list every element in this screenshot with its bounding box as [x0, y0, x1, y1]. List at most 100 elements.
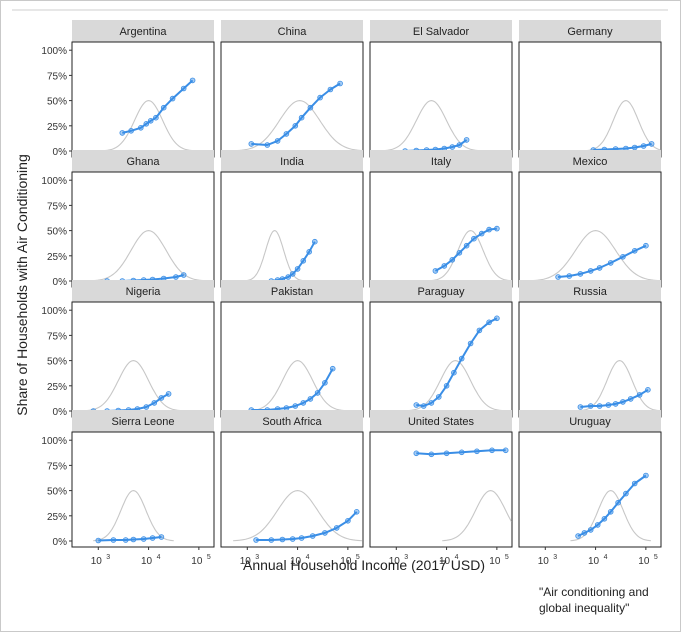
- data-point-uruguay: [623, 490, 629, 497]
- data-point-india: [294, 266, 301, 272]
- data-point-sierra-leone: [158, 534, 165, 540]
- data-point-el-salvador: [463, 137, 470, 143]
- data-point-italy: [449, 256, 456, 263]
- data-point-pakistan: [283, 405, 290, 411]
- data-point-argentina: [169, 95, 176, 102]
- data-point-china: [248, 141, 255, 147]
- data-point-united-states: [443, 450, 450, 457]
- data-point-italy: [441, 263, 448, 269]
- data-point-argentina: [143, 121, 150, 127]
- series-line-italy: [434, 227, 498, 272]
- x-tick-label: 10: [91, 556, 103, 567]
- data-point-sierra-leone: [95, 537, 102, 544]
- data-point-mexico: [607, 260, 614, 266]
- data-point-uruguay: [594, 522, 601, 528]
- data-point-south-africa: [333, 525, 340, 531]
- series-line-russia: [580, 388, 649, 408]
- density-curve-uruguay: [570, 490, 651, 542]
- x-tick-label: 10: [290, 556, 302, 567]
- y-tick-label: 100%: [41, 46, 67, 57]
- data-point-russia: [620, 399, 626, 405]
- y-tick-label: 75%: [47, 461, 67, 472]
- series-line-south-africa: [256, 511, 358, 541]
- x-tick-label: 10: [439, 556, 451, 567]
- data-point-argentina: [180, 85, 187, 92]
- data-point-paraguay: [458, 355, 465, 362]
- facet-title-russia: Russia: [573, 286, 608, 298]
- data-point-germany: [648, 141, 655, 147]
- data-point-nigeria: [158, 395, 165, 401]
- y-tick-label: 75%: [47, 201, 67, 212]
- density-curve-pakistan: [249, 360, 346, 412]
- data-point-india: [289, 271, 296, 277]
- facet-strip-germany: [519, 20, 661, 42]
- facet-title-italy: Italy: [431, 156, 452, 168]
- data-point-nigeria: [143, 404, 150, 410]
- y-tick-label: 100%: [41, 436, 67, 447]
- data-point-paraguay: [428, 400, 435, 406]
- data-point-united-states: [428, 451, 435, 458]
- data-point-uruguay: [575, 533, 581, 539]
- density-curve-mexico: [531, 230, 660, 282]
- x-tick-label: 10: [389, 556, 401, 567]
- data-point-germany: [631, 144, 638, 151]
- y-tick-label: 0%: [53, 537, 68, 548]
- x-tick-exponent: 3: [106, 554, 110, 561]
- data-point-russia: [596, 403, 603, 409]
- facet-title-el-salvador: El Salvador: [413, 26, 470, 38]
- x-tick-label: 10: [240, 556, 252, 567]
- facet-title-nigeria: Nigeria: [126, 286, 162, 298]
- data-point-sierra-leone: [122, 537, 129, 543]
- facet-title-paraguay: Paraguay: [417, 286, 465, 298]
- y-tick-label: 25%: [47, 252, 67, 263]
- y-tick-label: 25%: [47, 512, 67, 523]
- data-point-italy: [478, 230, 485, 237]
- facet-panel-nigeria: [71, 301, 215, 418]
- y-tick-label: 50%: [47, 487, 67, 498]
- density-curve-china: [235, 100, 362, 152]
- data-point-russia: [577, 404, 584, 410]
- density-curve-argentina: [103, 100, 194, 152]
- x-tick-exponent: 3: [404, 554, 408, 561]
- x-tick-label: 10: [538, 556, 550, 567]
- x-tick-exponent: 5: [505, 554, 509, 561]
- data-point-mexico: [620, 253, 626, 260]
- data-point-sierra-leone: [140, 536, 147, 542]
- series-line-germany: [593, 142, 652, 151]
- facet-title-south-africa: South Africa: [262, 416, 322, 428]
- data-point-china: [292, 123, 299, 129]
- y-axis-title: Share of Households with Air Conditionin…: [14, 154, 30, 416]
- data-point-mexico: [631, 248, 638, 254]
- facet-panel-russia: [518, 301, 662, 418]
- data-point-argentina: [128, 128, 134, 134]
- facet-title-germany: Germany: [567, 26, 613, 38]
- data-point-china: [264, 142, 271, 148]
- y-tick-label: 50%: [47, 227, 67, 238]
- data-point-united-states: [474, 448, 480, 455]
- data-point-united-states: [458, 449, 465, 456]
- facet-strip-italy: [370, 150, 512, 172]
- data-point-sierra-leone: [110, 537, 117, 543]
- density-curve-italy: [430, 230, 511, 282]
- y-tick-label: 25%: [47, 122, 67, 133]
- data-point-south-africa: [253, 537, 259, 543]
- x-tick-label: 10: [340, 556, 352, 567]
- data-point-uruguay: [631, 480, 638, 487]
- data-point-pakistan: [322, 379, 328, 386]
- data-point-china: [298, 114, 305, 121]
- facet-panel-pakistan: [220, 301, 364, 418]
- data-point-pakistan: [314, 390, 321, 396]
- facet-strip-united-states: [370, 410, 512, 432]
- data-point-south-africa: [353, 508, 360, 515]
- x-tick-exponent: 4: [604, 554, 608, 561]
- facet-title-united-states: United States: [408, 416, 475, 428]
- series-line-uruguay: [577, 474, 647, 537]
- series-line-india: [271, 241, 316, 282]
- data-point-uruguay: [601, 515, 608, 522]
- x-tick-exponent: 4: [306, 554, 310, 561]
- series-line-pakistan: [251, 368, 334, 411]
- facet-strip-pakistan: [221, 280, 363, 302]
- data-point-south-africa: [298, 535, 305, 541]
- facet-strip-ghana: [72, 150, 214, 172]
